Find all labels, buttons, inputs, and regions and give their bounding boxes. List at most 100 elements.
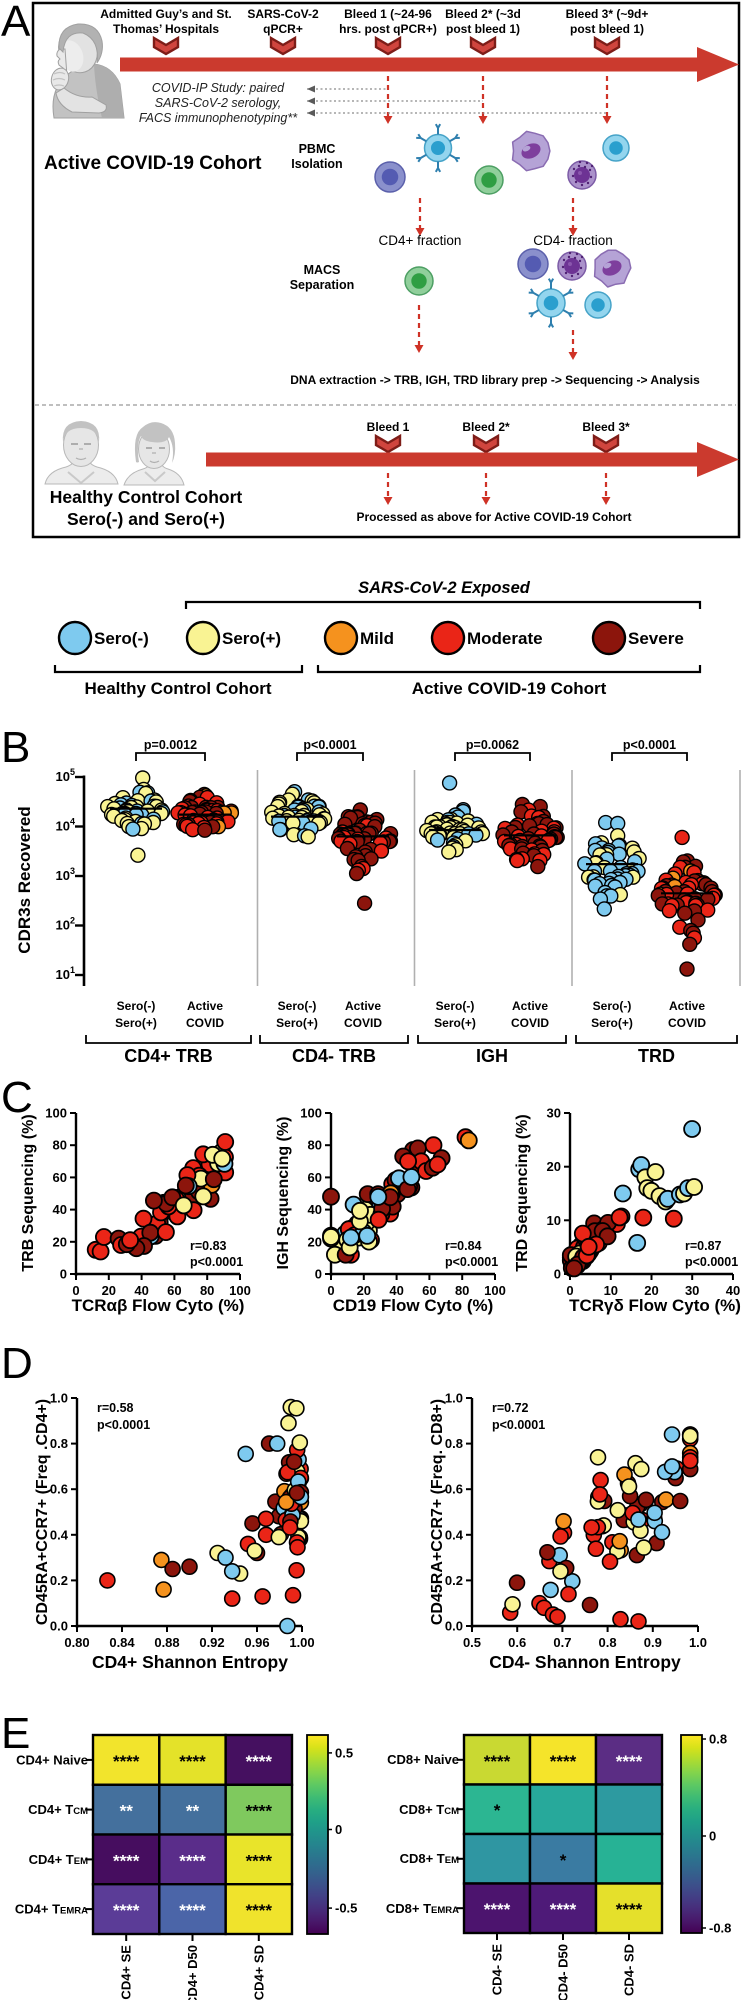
svg-text:0.6: 0.6 — [445, 1482, 463, 1497]
svg-text:40: 40 — [53, 1202, 67, 1217]
svg-text:0.8: 0.8 — [709, 1732, 727, 1747]
svg-text:****: **** — [113, 1901, 140, 1920]
svg-text:0: 0 — [60, 1267, 67, 1282]
svg-text:0.84: 0.84 — [109, 1635, 135, 1650]
svg-text:0.8: 0.8 — [50, 1436, 68, 1451]
svg-text:40: 40 — [308, 1202, 322, 1217]
svg-text:Severe: Severe — [628, 629, 684, 648]
svg-text:CD4+ Naive: CD4+ Naive — [16, 1752, 88, 1767]
svg-text:CD4+ D50: CD4+ D50 — [185, 1945, 200, 2000]
svg-text:****: **** — [484, 1900, 511, 1919]
svg-text:p<0.0001: p<0.0001 — [445, 1255, 498, 1269]
svg-text:Bleed 2*: Bleed 2* — [462, 420, 510, 434]
svg-text:p<0.0001: p<0.0001 — [303, 738, 356, 752]
svg-text:CD4- SD: CD4- SD — [622, 1944, 637, 1996]
svg-text:-0.8: -0.8 — [709, 1921, 731, 1936]
svg-text:Sero(-) and Sero(+): Sero(-) and Sero(+) — [67, 509, 225, 529]
svg-text:CD4- SE: CD4- SE — [490, 1944, 505, 1996]
svg-text:0.92: 0.92 — [199, 1635, 224, 1650]
svg-text:105: 105 — [56, 767, 75, 784]
svg-text:0: 0 — [566, 1283, 573, 1298]
svg-text:r=0.58: r=0.58 — [97, 1401, 134, 1415]
svg-text:C: C — [1, 1073, 33, 1122]
svg-text:0.7: 0.7 — [553, 1635, 571, 1650]
svg-text:TCRαβ Flow Cyto (%): TCRαβ Flow Cyto (%) — [72, 1296, 245, 1315]
svg-text:COVID: COVID — [186, 1016, 224, 1030]
svg-text:Sero(+): Sero(+) — [591, 1016, 633, 1030]
svg-text:0.2: 0.2 — [445, 1573, 463, 1588]
svg-text:1.00: 1.00 — [289, 1635, 314, 1650]
svg-text:*: * — [494, 1801, 501, 1820]
svg-text:*: * — [560, 1851, 567, 1870]
svg-text:TRD Sequencing (%): TRD Sequencing (%) — [514, 1114, 531, 1271]
svg-text:COVID: COVID — [668, 1016, 706, 1030]
svg-text:r=0.83: r=0.83 — [190, 1239, 227, 1253]
svg-text:CD19 Flow Cyto (%): CD19 Flow Cyto (%) — [333, 1296, 494, 1315]
svg-text:post bleed 1): post bleed 1) — [570, 22, 644, 36]
svg-text:20: 20 — [547, 1159, 561, 1174]
svg-text:-0.5: -0.5 — [335, 1901, 357, 1916]
svg-text:CD45RA+CCR7+ (Freq. CD8+): CD45RA+CCR7+ (Freq. CD8+) — [429, 1399, 446, 1625]
svg-text:Thomas’ Hospitals: Thomas’ Hospitals — [113, 22, 219, 36]
svg-text:p=0.0062: p=0.0062 — [466, 738, 519, 752]
svg-text:Admitted Guy’s and St.: Admitted Guy’s and St. — [100, 7, 232, 21]
svg-text:Isolation: Isolation — [291, 157, 342, 171]
svg-text:Sero(-): Sero(-) — [117, 999, 156, 1013]
svg-text:E: E — [1, 1709, 30, 1758]
svg-text:0.88: 0.88 — [154, 1635, 179, 1650]
svg-text:p<0.0001: p<0.0001 — [685, 1255, 738, 1269]
svg-text:80: 80 — [53, 1138, 67, 1153]
svg-text:20: 20 — [308, 1234, 322, 1249]
svg-text:SARS-CoV-2 Exposed: SARS-CoV-2 Exposed — [358, 579, 531, 597]
svg-text:0.4: 0.4 — [50, 1527, 69, 1542]
svg-text:****: **** — [179, 1901, 206, 1920]
svg-text:CD4+ fraction: CD4+ fraction — [379, 233, 462, 248]
svg-text:****: **** — [246, 1752, 273, 1771]
svg-text:Bleed 3*: Bleed 3* — [582, 420, 630, 434]
svg-text:60: 60 — [53, 1170, 67, 1185]
svg-text:Separation: Separation — [290, 278, 355, 292]
svg-text:CD4+ SD: CD4+ SD — [251, 1945, 266, 2000]
svg-text:Processed as above for Active: Processed as above for Active COVID-19 C… — [357, 510, 632, 524]
svg-text:MACS: MACS — [304, 263, 341, 277]
svg-text:10: 10 — [547, 1213, 561, 1228]
svg-text:CD4+ TEMRA: CD4+ TEMRA — [15, 1902, 88, 1917]
svg-text:80: 80 — [455, 1283, 469, 1298]
svg-text:Sero(+): Sero(+) — [222, 629, 281, 648]
svg-text:****: **** — [246, 1901, 273, 1920]
svg-text:CD8+ TCM: CD8+ TCM — [399, 1802, 459, 1817]
svg-text:40: 40 — [389, 1283, 403, 1298]
svg-text:****: **** — [550, 1752, 577, 1771]
svg-text:Active: Active — [669, 999, 705, 1013]
svg-text:A: A — [1, 0, 31, 46]
svg-text:0: 0 — [709, 1829, 716, 1844]
svg-text:60: 60 — [308, 1170, 322, 1185]
svg-text:****: **** — [484, 1752, 511, 1771]
svg-text:Sero(-): Sero(-) — [593, 999, 632, 1013]
svg-text:****: **** — [246, 1851, 273, 1870]
svg-text:CD4+ TCM: CD4+ TCM — [28, 1802, 88, 1817]
svg-text:r=0.87: r=0.87 — [685, 1239, 722, 1253]
svg-text:COVID: COVID — [511, 1016, 549, 1030]
svg-text:TRD: TRD — [638, 1046, 675, 1066]
svg-text:D: D — [1, 1339, 33, 1388]
svg-text:100: 100 — [484, 1283, 506, 1298]
svg-text:CD8+ Naive: CD8+ Naive — [387, 1752, 459, 1767]
svg-text:r=0.84: r=0.84 — [445, 1239, 482, 1253]
svg-text:CD45RA+CCR7+ (Freq .CD4+): CD45RA+CCR7+ (Freq .CD4+) — [34, 1399, 51, 1625]
svg-text:SARS-CoV-2 serology,: SARS-CoV-2 serology, — [155, 96, 281, 110]
svg-text:CD4+ TEM: CD4+ TEM — [29, 1852, 88, 1867]
svg-text:CD4+ TRB: CD4+ TRB — [124, 1046, 213, 1066]
svg-text:****: **** — [113, 1752, 140, 1771]
svg-text:60: 60 — [422, 1283, 436, 1298]
svg-text:COVID-IP Study: paired: COVID-IP Study: paired — [152, 81, 285, 95]
svg-text:Sero(-): Sero(-) — [278, 999, 317, 1013]
svg-text:Mild: Mild — [360, 629, 394, 648]
svg-text:104: 104 — [56, 817, 75, 834]
svg-text:0.6: 0.6 — [508, 1635, 526, 1650]
svg-text:Sero(+): Sero(+) — [276, 1016, 318, 1030]
svg-text:****: **** — [246, 1802, 273, 1821]
svg-text:Active COVID-19 Cohort: Active COVID-19 Cohort — [412, 679, 607, 698]
svg-text:1.0: 1.0 — [445, 1391, 463, 1406]
svg-text:CD4- D50: CD4- D50 — [556, 1944, 571, 2000]
